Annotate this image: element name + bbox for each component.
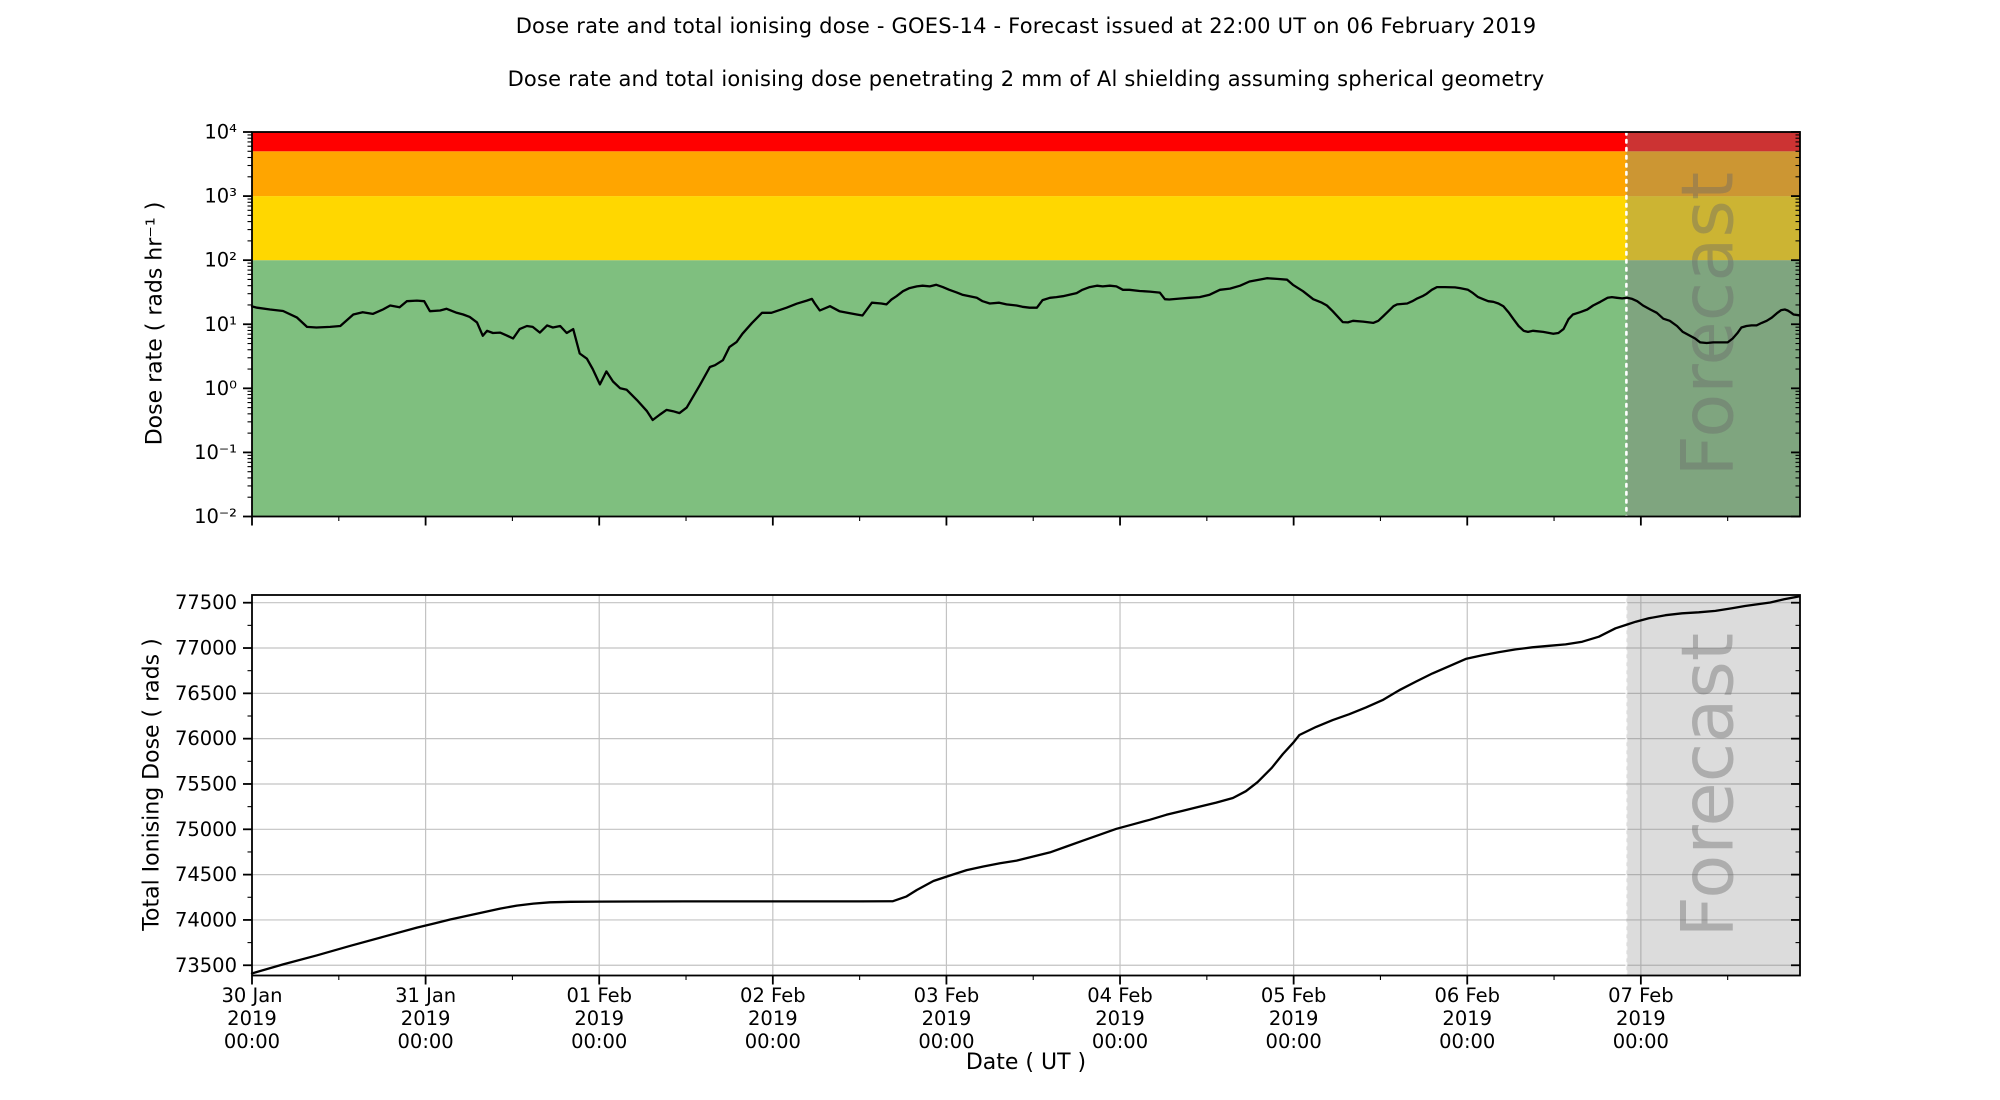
dose-ytick-label: 10⁻²: [194, 505, 237, 528]
dose-band-green: [252, 260, 1800, 517]
chart-subtitle: Dose rate and total ionising dose penetr…: [507, 67, 1545, 91]
forecast-watermark-bottom: Forecast: [1666, 633, 1750, 938]
x-tick-label: 30 Jan 2019 00:00: [221, 984, 282, 1053]
dose-rate-curve: [250, 277, 1801, 422]
dose-ytick-label: 10⁻¹: [194, 441, 237, 464]
dose-ytick-label: 10³: [204, 185, 237, 208]
x-tick-label: 05 Feb 2019 00:00: [1261, 984, 1327, 1053]
x-tick-label: 02 Feb 2019 00:00: [740, 984, 806, 1053]
tid-ytick-label: 76000: [175, 727, 237, 750]
tid-axes-frame: [251, 594, 1801, 977]
tid-ytick-label: 74500: [175, 863, 237, 886]
tid-ytick-label: 75500: [175, 772, 237, 795]
x-tick-label: 07 Feb 2019 00:00: [1608, 984, 1674, 1053]
tid-ytick-label: 74000: [175, 908, 237, 931]
tid-ytick-label: 73500: [175, 954, 237, 977]
x-tick-label: 03 Feb 2019 00:00: [914, 984, 980, 1053]
chart-title: Dose rate and total ionising dose - GOES…: [515, 14, 1537, 38]
forecast-watermark-top: Forecast: [1666, 172, 1750, 477]
x-tick-label: 01 Feb 2019 00:00: [566, 984, 632, 1053]
tid-ytick-label: 75000: [175, 818, 237, 841]
x-tick-label: 31 Jan 2019 00:00: [395, 984, 456, 1053]
x-tick-label: 04 Feb 2019 00:00: [1087, 984, 1153, 1053]
tid-ytick-label: 77500: [175, 591, 237, 614]
x-axis-label: Date ( UT ): [965, 1050, 1087, 1075]
forecast-region-top: [1626, 132, 1800, 517]
dose-band-yellow: [252, 196, 1800, 261]
x-tick-label: 06 Feb 2019 00:00: [1434, 984, 1500, 1053]
dose-ytick-label: 10⁰: [204, 377, 237, 400]
tid-curve: [250, 595, 1801, 975]
dose-ytick-label: 10⁴: [204, 121, 237, 144]
dose-band-orange: [252, 151, 1800, 197]
dose-ytick-label: 10¹: [204, 313, 237, 336]
dose-ytick-label: 10²: [204, 249, 237, 272]
tid-ytick-label: 77000: [175, 637, 237, 660]
forecast-region-bottom: [1626, 595, 1800, 976]
tid-ytick-label: 76500: [175, 682, 237, 705]
dose-band-red: [252, 132, 1800, 152]
